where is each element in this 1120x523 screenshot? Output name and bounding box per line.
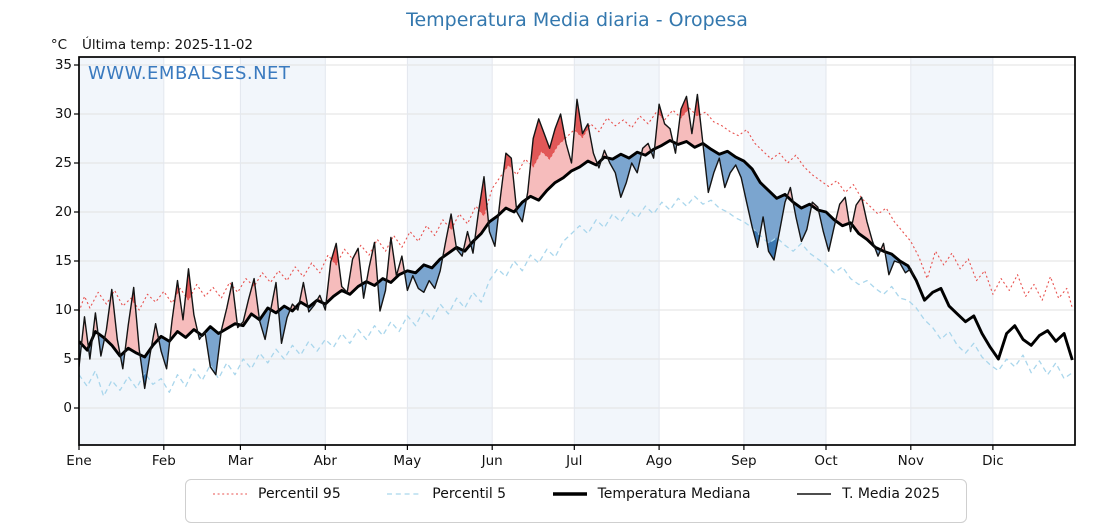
x-tick-label-may: May	[393, 453, 422, 469]
page-title: Temperatura Media diaria - Oropesa	[406, 9, 748, 31]
x-tick-label-dic: Dic	[982, 453, 1004, 469]
legend-line-sample	[387, 493, 422, 495]
y-tick-label: 25	[54, 155, 72, 171]
legend-line-sample	[552, 492, 587, 496]
x-tick-label-abr: Abr	[313, 453, 337, 469]
legend-line-sample	[213, 493, 247, 495]
x-tick-label-feb: Feb	[151, 453, 176, 469]
legend-label: Percentil 5	[432, 486, 507, 502]
legend-label: Temperatura Mediana	[597, 486, 751, 502]
last-temp-label: Última temp: 2025-11-02	[82, 37, 254, 53]
y-tick-label: 30	[54, 106, 72, 123]
legend-entry-t-media-2025: T. Media 2025	[796, 483, 940, 505]
y-tick-label: 20	[54, 204, 72, 220]
x-tick-label-jul: Jul	[566, 453, 583, 469]
y-tick-label: 5	[63, 350, 72, 367]
x-tick-label-ene: Ene	[66, 453, 92, 469]
watermark-text: WWW.EMBALSES.NET	[88, 63, 291, 84]
x-tick-label-oct: Oct	[814, 453, 838, 469]
y-tick-label: 15	[54, 252, 72, 269]
legend: Percentil 95 Percentil 5 Temperatura Med…	[185, 479, 967, 523]
legend-entry-percentil-95: Percentil 95	[212, 483, 341, 505]
legend-line-sample	[797, 493, 832, 495]
x-tick-label-ago: Ago	[646, 453, 673, 469]
x-tick-label-jun: Jun	[481, 453, 503, 469]
y-tick-label: 0	[63, 399, 72, 416]
legend-entry-temperatura-mediana: Temperatura Mediana	[552, 483, 751, 505]
y-tick-label: 35	[54, 57, 72, 74]
legend-label: T. Media 2025	[842, 486, 940, 502]
x-tick-label-sep: Sep	[731, 453, 757, 469]
temperature-chart-plot	[74, 56, 1076, 450]
chart-page: Temperatura Media diaria - Oropesa °C Úl…	[50, 9, 1076, 523]
y-tick-label: 10	[54, 301, 72, 318]
legend-entry-percentil-5: Percentil 5	[386, 483, 506, 505]
x-tick-label-nov: Nov	[897, 453, 924, 469]
y-axis-units-label: °C	[50, 37, 67, 53]
legend-label: Percentil 95	[258, 486, 341, 502]
x-tick-label-mar: Mar	[227, 453, 254, 469]
